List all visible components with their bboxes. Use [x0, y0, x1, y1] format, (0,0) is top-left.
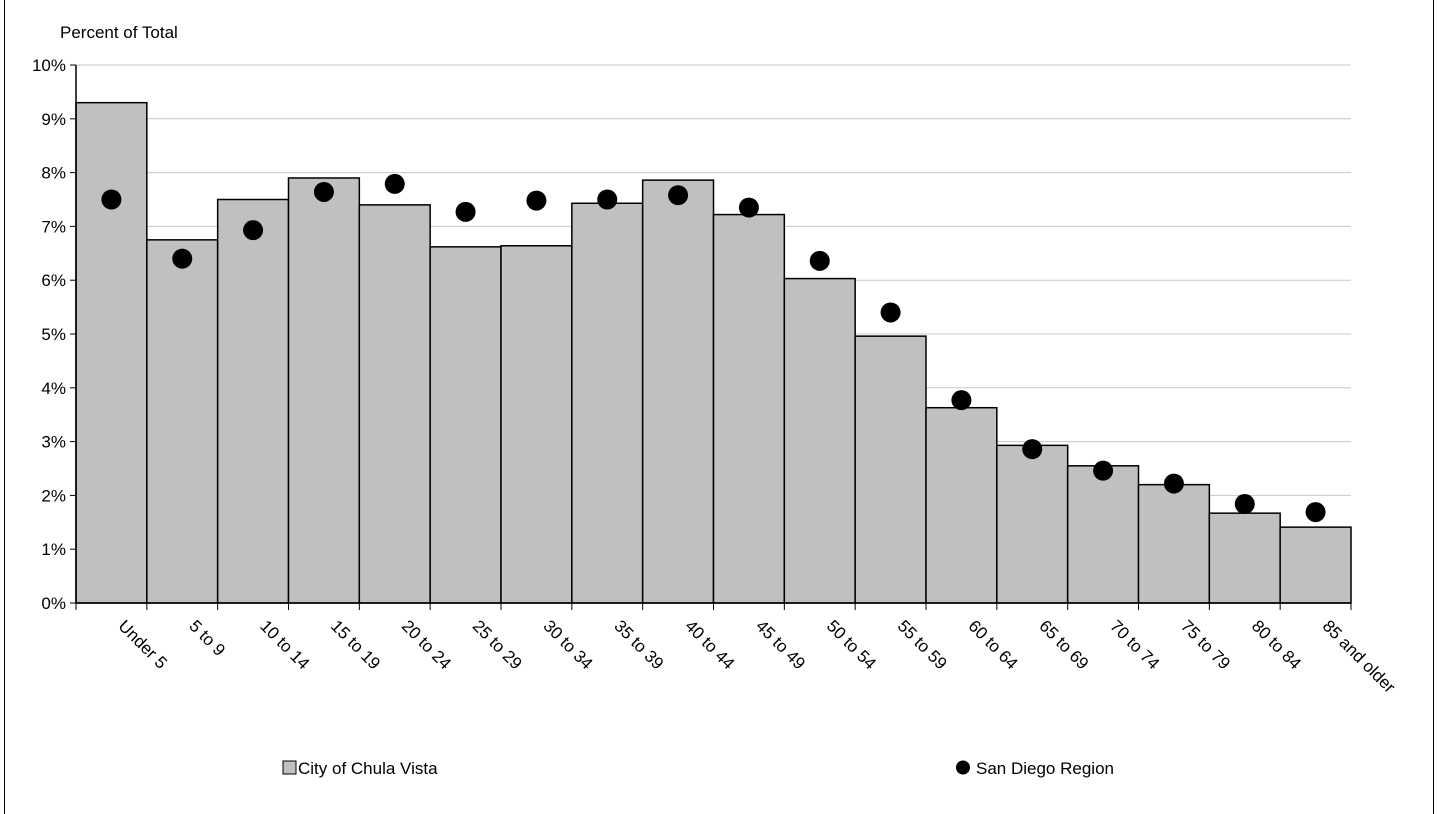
region-point-14	[1022, 439, 1043, 460]
x-tick-label: 15 to 19	[327, 616, 384, 673]
dot-series	[101, 173, 1326, 523]
region-point-17	[1234, 494, 1255, 515]
x-tick-label: 30 to 34	[540, 616, 597, 673]
x-tick-label: 45 to 49	[752, 616, 809, 673]
bar-15	[1066, 465, 1140, 604]
y-tick-label: 6%	[41, 271, 66, 290]
y-tick-label: 9%	[41, 110, 66, 129]
x-tick-label: Under 5	[115, 616, 171, 672]
region-point-18	[1305, 502, 1326, 523]
y-tick-label: 3%	[41, 433, 66, 452]
y-tick-label: 1%	[41, 540, 66, 559]
x-tick-label: 35 to 39	[610, 616, 667, 673]
x-tick-label: 65 to 69	[1035, 616, 1092, 673]
legend: City of Chula Vista San Diego Region	[282, 759, 1114, 778]
region-point-15	[1093, 460, 1114, 481]
y-axis-label: Percent of Total	[60, 23, 178, 42]
legend-label-region: San Diego Region	[976, 759, 1114, 778]
chart-frame	[4, 0, 1434, 814]
x-tick-label: 5 to 9	[185, 616, 229, 660]
bar-6	[429, 246, 502, 604]
y-tick-label: 7%	[41, 217, 66, 236]
bar-16	[1137, 483, 1211, 604]
x-tick-label: 25 to 29	[469, 616, 526, 673]
bar-17	[1208, 512, 1281, 604]
y-tick-label: 8%	[41, 164, 66, 183]
region-point-9	[668, 185, 689, 206]
region-point-6	[455, 201, 476, 222]
x-tick-label: 85 and older	[1319, 616, 1400, 697]
bar-14	[996, 444, 1069, 604]
legend-swatch-dot	[956, 760, 970, 775]
bar-10	[712, 213, 786, 604]
y-tick-label: 0%	[41, 594, 66, 613]
region-point-4	[313, 181, 334, 202]
region-point-10	[738, 197, 759, 218]
region-point-2	[172, 248, 193, 269]
x-tick-label: 60 to 64	[965, 616, 1022, 673]
bar-18	[1279, 526, 1352, 604]
bar-5	[358, 204, 431, 604]
region-point-7	[526, 190, 547, 211]
bar-12	[854, 335, 927, 604]
bar-series	[75, 101, 1352, 604]
legend-label-city: City of Chula Vista	[298, 759, 438, 778]
y-tick-label: 10%	[32, 56, 66, 75]
x-tick-label: 55 to 59	[894, 616, 951, 673]
region-point-11	[809, 250, 830, 271]
region-point-8	[597, 189, 618, 210]
x-tick-label: 70 to 74	[1106, 616, 1163, 673]
region-point-13	[951, 390, 972, 411]
bar-11	[783, 277, 856, 604]
y-tick-label: 2%	[41, 486, 66, 505]
bar-2	[146, 239, 219, 604]
region-point-5	[384, 173, 405, 194]
region-point-3	[243, 220, 264, 241]
x-tick-label: 20 to 24	[398, 616, 455, 673]
region-point-12	[880, 302, 901, 323]
legend-swatch-bar	[282, 760, 297, 775]
y-tick-label: 4%	[41, 379, 66, 398]
bar-8	[571, 202, 644, 604]
bar-9	[641, 179, 715, 604]
y-tick-label: 5%	[41, 325, 66, 344]
x-tick-label: 50 to 54	[823, 616, 880, 673]
region-point-16	[1163, 473, 1184, 494]
bar-4	[287, 177, 361, 604]
bar-13	[925, 406, 998, 604]
bar-3	[216, 198, 290, 604]
x-tick-label: 40 to 44	[681, 616, 738, 673]
x-tick-label: 10 to 14	[256, 616, 313, 673]
region-point-1	[101, 189, 122, 210]
x-tick-label: 75 to 79	[1177, 616, 1234, 673]
bar-1	[75, 101, 148, 604]
x-tick-label: 80 to 84	[1248, 616, 1305, 673]
bar-7	[500, 245, 573, 604]
